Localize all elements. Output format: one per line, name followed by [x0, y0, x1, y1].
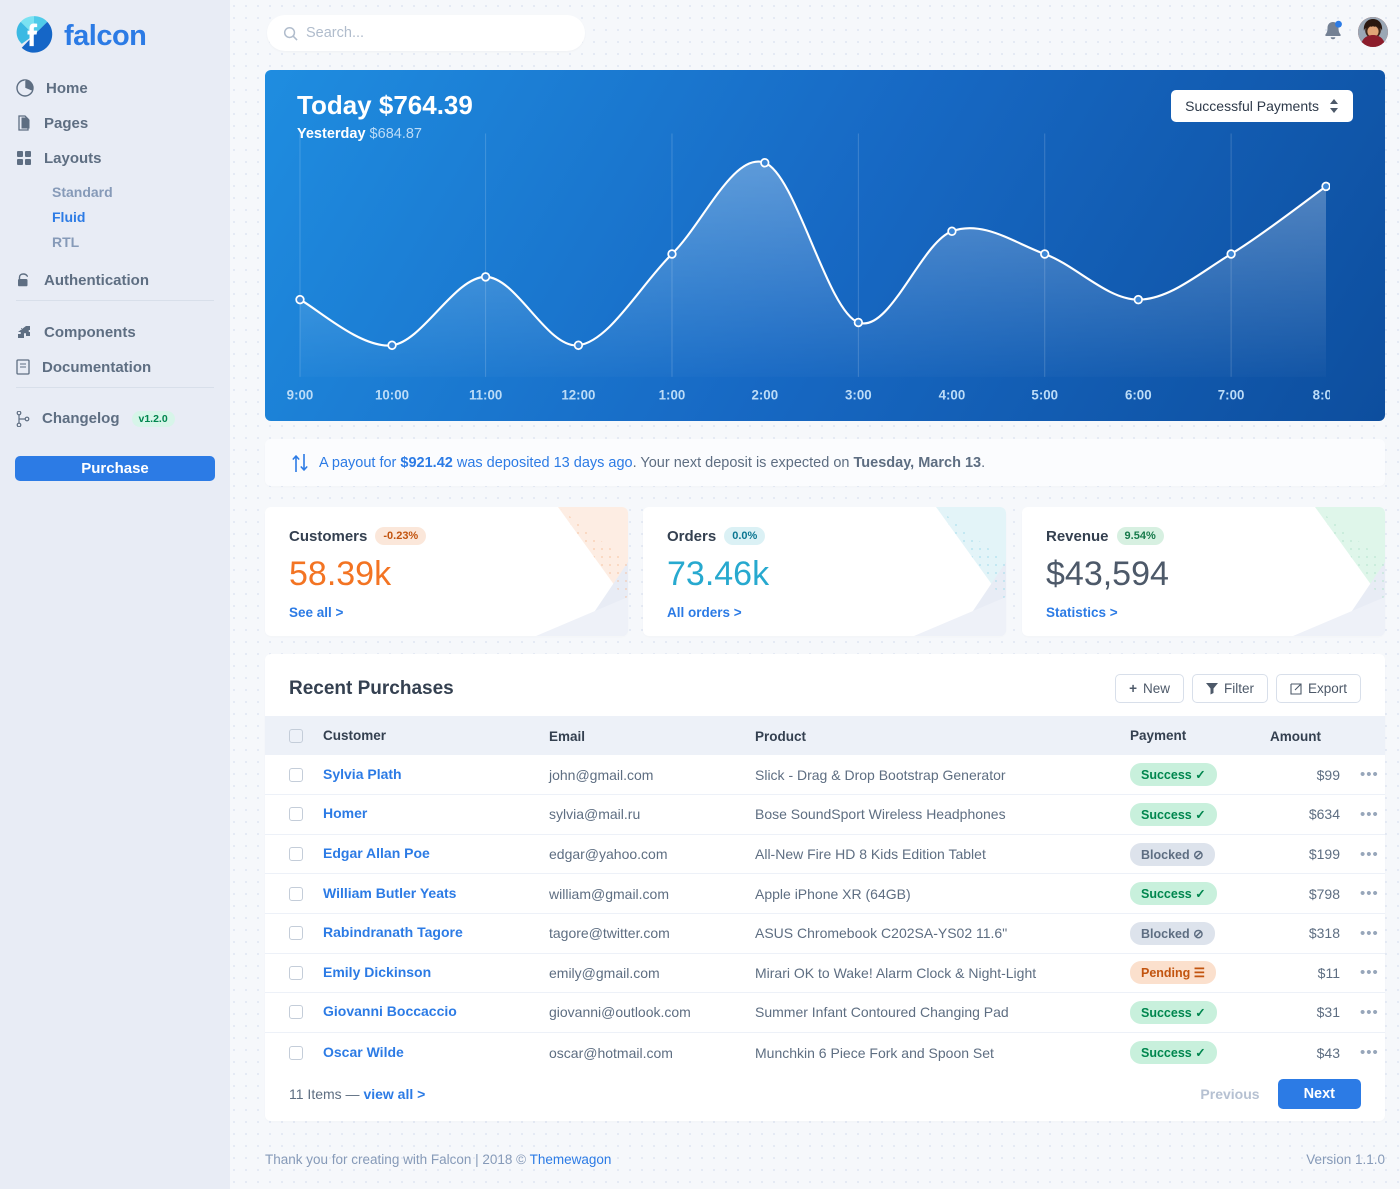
svg-text:4:00: 4:00: [939, 387, 966, 402]
svg-text:5:00: 5:00: [1031, 387, 1058, 402]
svg-text:12:00: 12:00: [561, 387, 595, 402]
svg-text:8:00: 8:00: [1313, 387, 1330, 402]
svg-text:11:00: 11:00: [469, 387, 502, 402]
svg-text:1:00: 1:00: [659, 387, 686, 402]
svg-text:9:00: 9:00: [287, 387, 314, 402]
svg-text:2:00: 2:00: [751, 387, 778, 402]
svg-text:7:00: 7:00: [1218, 387, 1245, 402]
svg-text:10:00: 10:00: [375, 387, 409, 402]
svg-text:6:00: 6:00: [1125, 387, 1152, 402]
svg-text:3:00: 3:00: [845, 387, 872, 402]
